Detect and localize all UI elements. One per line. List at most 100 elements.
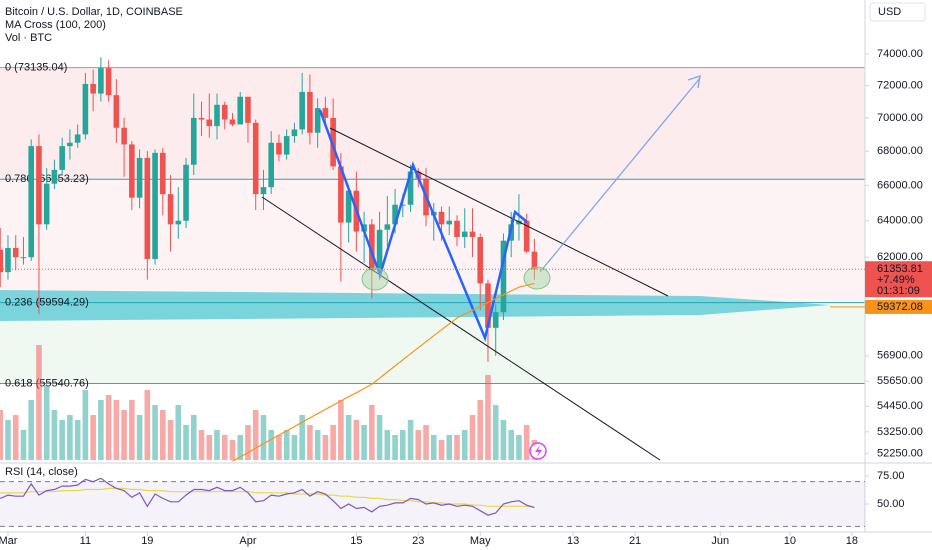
- candle-body: [129, 144, 135, 198]
- fib-zone-top: [0, 68, 865, 180]
- zigzag-pattern: [318, 109, 528, 343]
- y-tick-label: 72000.00: [877, 79, 923, 91]
- ma-price: 59372.08: [877, 301, 923, 313]
- volume-bar: [369, 405, 375, 460]
- volume-bar: [361, 425, 367, 460]
- fib-label: 0 (73135.04): [5, 61, 67, 73]
- volume-bar: [500, 420, 507, 460]
- volume-bar: [67, 415, 73, 460]
- x-tick-label: Apr: [239, 535, 256, 547]
- volume-bar: [469, 415, 476, 460]
- candle-body: [276, 142, 282, 155]
- volume-bar: [12, 415, 19, 460]
- x-tick-label: 21: [629, 535, 641, 547]
- volume-bar: [353, 420, 360, 460]
- volume-bar: [59, 420, 65, 460]
- candle-body: [338, 166, 344, 223]
- volume-bar: [438, 440, 445, 460]
- candle-body: [469, 231, 476, 238]
- volume-label: Vol · BTC: [5, 32, 52, 44]
- rsi-label: RSI (14, close): [5, 466, 78, 478]
- x-tick-label: 15: [350, 535, 362, 547]
- volume-bar: [276, 435, 282, 460]
- rsi-ma-line: [0, 487, 535, 508]
- candle-body: [345, 190, 352, 223]
- candle-body: [322, 108, 329, 118]
- candle-body: [392, 204, 398, 225]
- candle-body: [175, 220, 182, 225]
- event-bolt: [535, 445, 542, 458]
- target-arrow: [539, 77, 701, 273]
- volume-bar: [260, 415, 267, 460]
- y-tick-label: 66000.00: [877, 179, 923, 191]
- candle-body: [454, 220, 460, 238]
- arrow-head: [687, 75, 701, 89]
- candle-body: [98, 68, 104, 94]
- y-tick-label: 52250.00: [877, 448, 923, 460]
- candle-body: [291, 129, 298, 137]
- volume-bar: [283, 430, 290, 460]
- candle-body: [59, 146, 65, 170]
- volume-bar: [345, 415, 352, 460]
- volume-bar: [252, 410, 259, 460]
- candle-body: [330, 117, 336, 167]
- volume-bar: [461, 430, 468, 460]
- y-tick-label: 68000.00: [877, 145, 923, 157]
- volume-bar: [113, 400, 120, 460]
- volume-bar: [121, 410, 127, 460]
- volume-bar: [415, 430, 422, 460]
- candle-body: [477, 237, 484, 284]
- candle-body: [0, 249, 4, 273]
- candle-body: [183, 164, 189, 221]
- volume-bar: [400, 430, 406, 460]
- candle-body: [20, 257, 27, 259]
- candle-body: [136, 157, 143, 198]
- volume-bar: [523, 425, 530, 460]
- channel-upper: [329, 127, 669, 297]
- x-tick-label: 23: [412, 535, 424, 547]
- volume-bar: [5, 420, 11, 460]
- candle-body: [523, 220, 530, 252]
- volume-bar: [82, 390, 89, 460]
- candle-body: [167, 194, 174, 225]
- volume-bar: [291, 435, 298, 460]
- y-tick-label: 55650.00: [877, 375, 923, 387]
- candle-body: [190, 117, 197, 165]
- candle-body: [12, 247, 19, 258]
- volume-bar: [36, 345, 42, 460]
- candle-body: [152, 152, 158, 260]
- candle-body: [82, 83, 89, 135]
- ma-price-tag: [865, 299, 932, 314]
- candle-body: [51, 169, 58, 184]
- volume-bar: [28, 400, 34, 460]
- x-tick-label: 10: [784, 535, 796, 547]
- volume-bar: [245, 425, 251, 460]
- volume-bar: [454, 435, 460, 460]
- candle-body: [438, 211, 445, 225]
- candle-body: [67, 142, 73, 147]
- volume-bar: [175, 405, 182, 460]
- candle-body: [214, 104, 220, 127]
- candle-body: [74, 134, 81, 143]
- volume-bar: [237, 435, 244, 460]
- currency: USD: [878, 6, 901, 18]
- rsi-tick-label: 75.00: [877, 470, 905, 482]
- candle-body: [121, 127, 127, 145]
- volume-bar: [485, 375, 491, 460]
- currency-button[interactable]: [869, 2, 926, 22]
- volume-bar: [160, 410, 166, 460]
- rsi-line: [0, 477, 535, 516]
- volume-bar: [20, 430, 27, 460]
- volume-bar: [299, 415, 305, 460]
- volume-bar: [0, 410, 4, 460]
- volume-bar: [198, 430, 205, 460]
- volume-bar: [307, 425, 313, 460]
- volume-bar: [214, 430, 220, 460]
- rsi-band: [0, 482, 865, 526]
- candle-body: [237, 96, 244, 125]
- candle-body: [446, 220, 453, 225]
- volume-bar: [98, 400, 104, 460]
- candle-body: [229, 119, 236, 125]
- volume-bar: [129, 400, 135, 460]
- volume-bar: [407, 420, 414, 460]
